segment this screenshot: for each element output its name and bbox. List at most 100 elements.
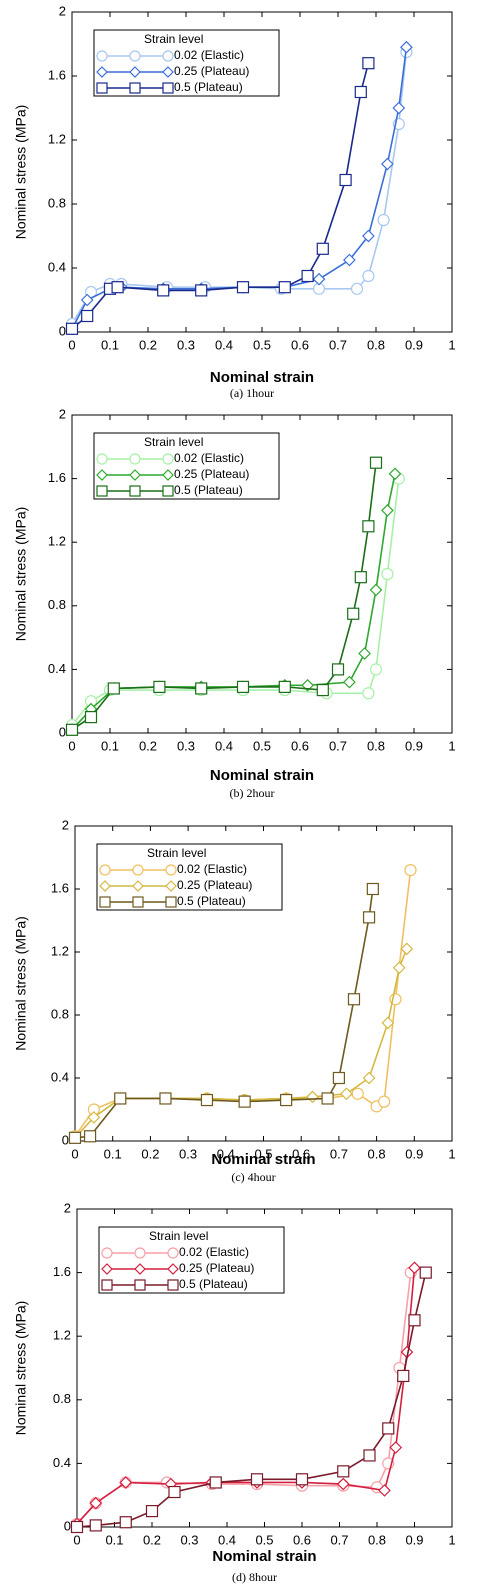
data-point (278, 680, 291, 693)
data-point (316, 683, 329, 697)
legend-marker (132, 880, 144, 892)
legend-marker (129, 66, 141, 78)
data-point (89, 1496, 103, 1510)
data-point (369, 663, 383, 676)
legend-label: 0.5 (Plateau) (174, 483, 243, 497)
x-tick-label: 0.5 (253, 738, 271, 753)
data-point (70, 1520, 84, 1534)
legend-box (93, 29, 280, 97)
data-point (381, 504, 394, 517)
y-tick-label: 0.8 (48, 597, 66, 612)
data-point (83, 1130, 97, 1143)
legend-marker (96, 66, 108, 78)
x-tick-label: 0.9 (405, 1146, 423, 1161)
data-point (145, 1504, 159, 1518)
y-tick-label: 0.8 (48, 195, 66, 210)
x-tick-label: 0.3 (177, 337, 195, 352)
data-point (331, 663, 345, 676)
x-tick-label: 0.5 (254, 1146, 272, 1161)
data-point (84, 710, 98, 724)
x-tick-label: 0.4 (218, 1532, 236, 1547)
legend-box (96, 843, 283, 911)
x-tick-label: 0.1 (105, 1532, 123, 1547)
x-tick-label: 0.9 (405, 1532, 423, 1547)
data-point (363, 1449, 376, 1462)
data-point (119, 1516, 132, 1529)
data-point (87, 1111, 101, 1124)
data-point (382, 1422, 395, 1435)
data-point (209, 1476, 222, 1489)
legend-label: 0.02 (Elastic) (174, 48, 244, 62)
legend-marker (162, 469, 174, 481)
x-tick-label: 0.5 (255, 1532, 273, 1547)
legend-marker (132, 864, 144, 876)
x-tick-label: 0.8 (367, 337, 385, 352)
data-point (400, 40, 413, 54)
x-tick-label: 0.8 (367, 738, 385, 753)
caption: (a) 1hour (230, 386, 274, 400)
legend-marker (129, 469, 141, 481)
y-tick-label: 0 (59, 323, 66, 338)
y-tick-label: 0.8 (51, 1006, 69, 1021)
data-point (65, 322, 79, 335)
y-tick-label: 2 (59, 3, 66, 18)
legend-marker (134, 1247, 146, 1259)
data-point (351, 1087, 364, 1100)
legend-marker (134, 1263, 146, 1275)
data-point (397, 1369, 410, 1383)
x-axis-label: Nominal strain (210, 767, 314, 784)
data-point (89, 1519, 102, 1532)
legend-label: 0.02 (Elastic) (174, 451, 244, 465)
data-point (107, 682, 120, 695)
x-tick-label: 0.8 (368, 1146, 386, 1161)
legend-marker (162, 485, 174, 497)
data-point (321, 1092, 334, 1105)
y-tick-label: 2 (59, 406, 66, 421)
legend-box (93, 432, 280, 500)
x-tick-label: 0.2 (139, 337, 157, 352)
x-tick-label: 0.9 (405, 337, 423, 352)
data-point (362, 911, 376, 924)
caption: (b) 2hour (230, 786, 275, 800)
legend-marker (129, 453, 141, 465)
caption: (d) 8hour (232, 1570, 277, 1584)
data-point (238, 1095, 251, 1108)
y-tick-label: 1.2 (48, 131, 66, 146)
data-point (336, 1477, 350, 1491)
legend-label: 0.5 (Plateau) (179, 1277, 248, 1291)
legend-marker (99, 864, 111, 876)
data-point (195, 682, 208, 695)
data-point (301, 269, 314, 283)
data-point (408, 1314, 421, 1327)
x-tick-label: 0.4 (215, 738, 233, 753)
legend-title: Strain level (147, 846, 206, 860)
y-tick-label: 0.4 (53, 1455, 71, 1470)
y-tick-label: 1.2 (48, 534, 66, 549)
x-tick-label: 0.1 (101, 337, 119, 352)
x-tick-label: 0.6 (291, 738, 309, 753)
x-tick-label: 0.3 (180, 1532, 198, 1547)
data-point (378, 1095, 391, 1108)
data-point (362, 520, 375, 533)
x-tick-label: 1 (448, 1532, 455, 1547)
legend-title: Strain level (144, 435, 203, 449)
y-tick-label: 1.6 (51, 880, 69, 895)
legend-marker (165, 880, 177, 892)
data-point (114, 1092, 127, 1105)
x-tick-label: 0.2 (139, 738, 157, 753)
data-point (200, 1093, 214, 1107)
x-tick-label: 1 (448, 337, 455, 352)
data-point (236, 680, 250, 693)
legend-marker (162, 66, 174, 78)
data-point (392, 101, 406, 115)
x-tick-label: 0.3 (177, 738, 195, 753)
legend-marker (132, 896, 144, 908)
x-tick-label: 0.3 (179, 1146, 197, 1161)
data-point (168, 1485, 181, 1499)
y-tick-label: 0 (62, 1132, 69, 1147)
data-point (332, 1071, 345, 1085)
data-point (250, 1473, 264, 1486)
legend-marker (101, 1247, 113, 1259)
x-tick-label: 0.4 (217, 1146, 235, 1161)
